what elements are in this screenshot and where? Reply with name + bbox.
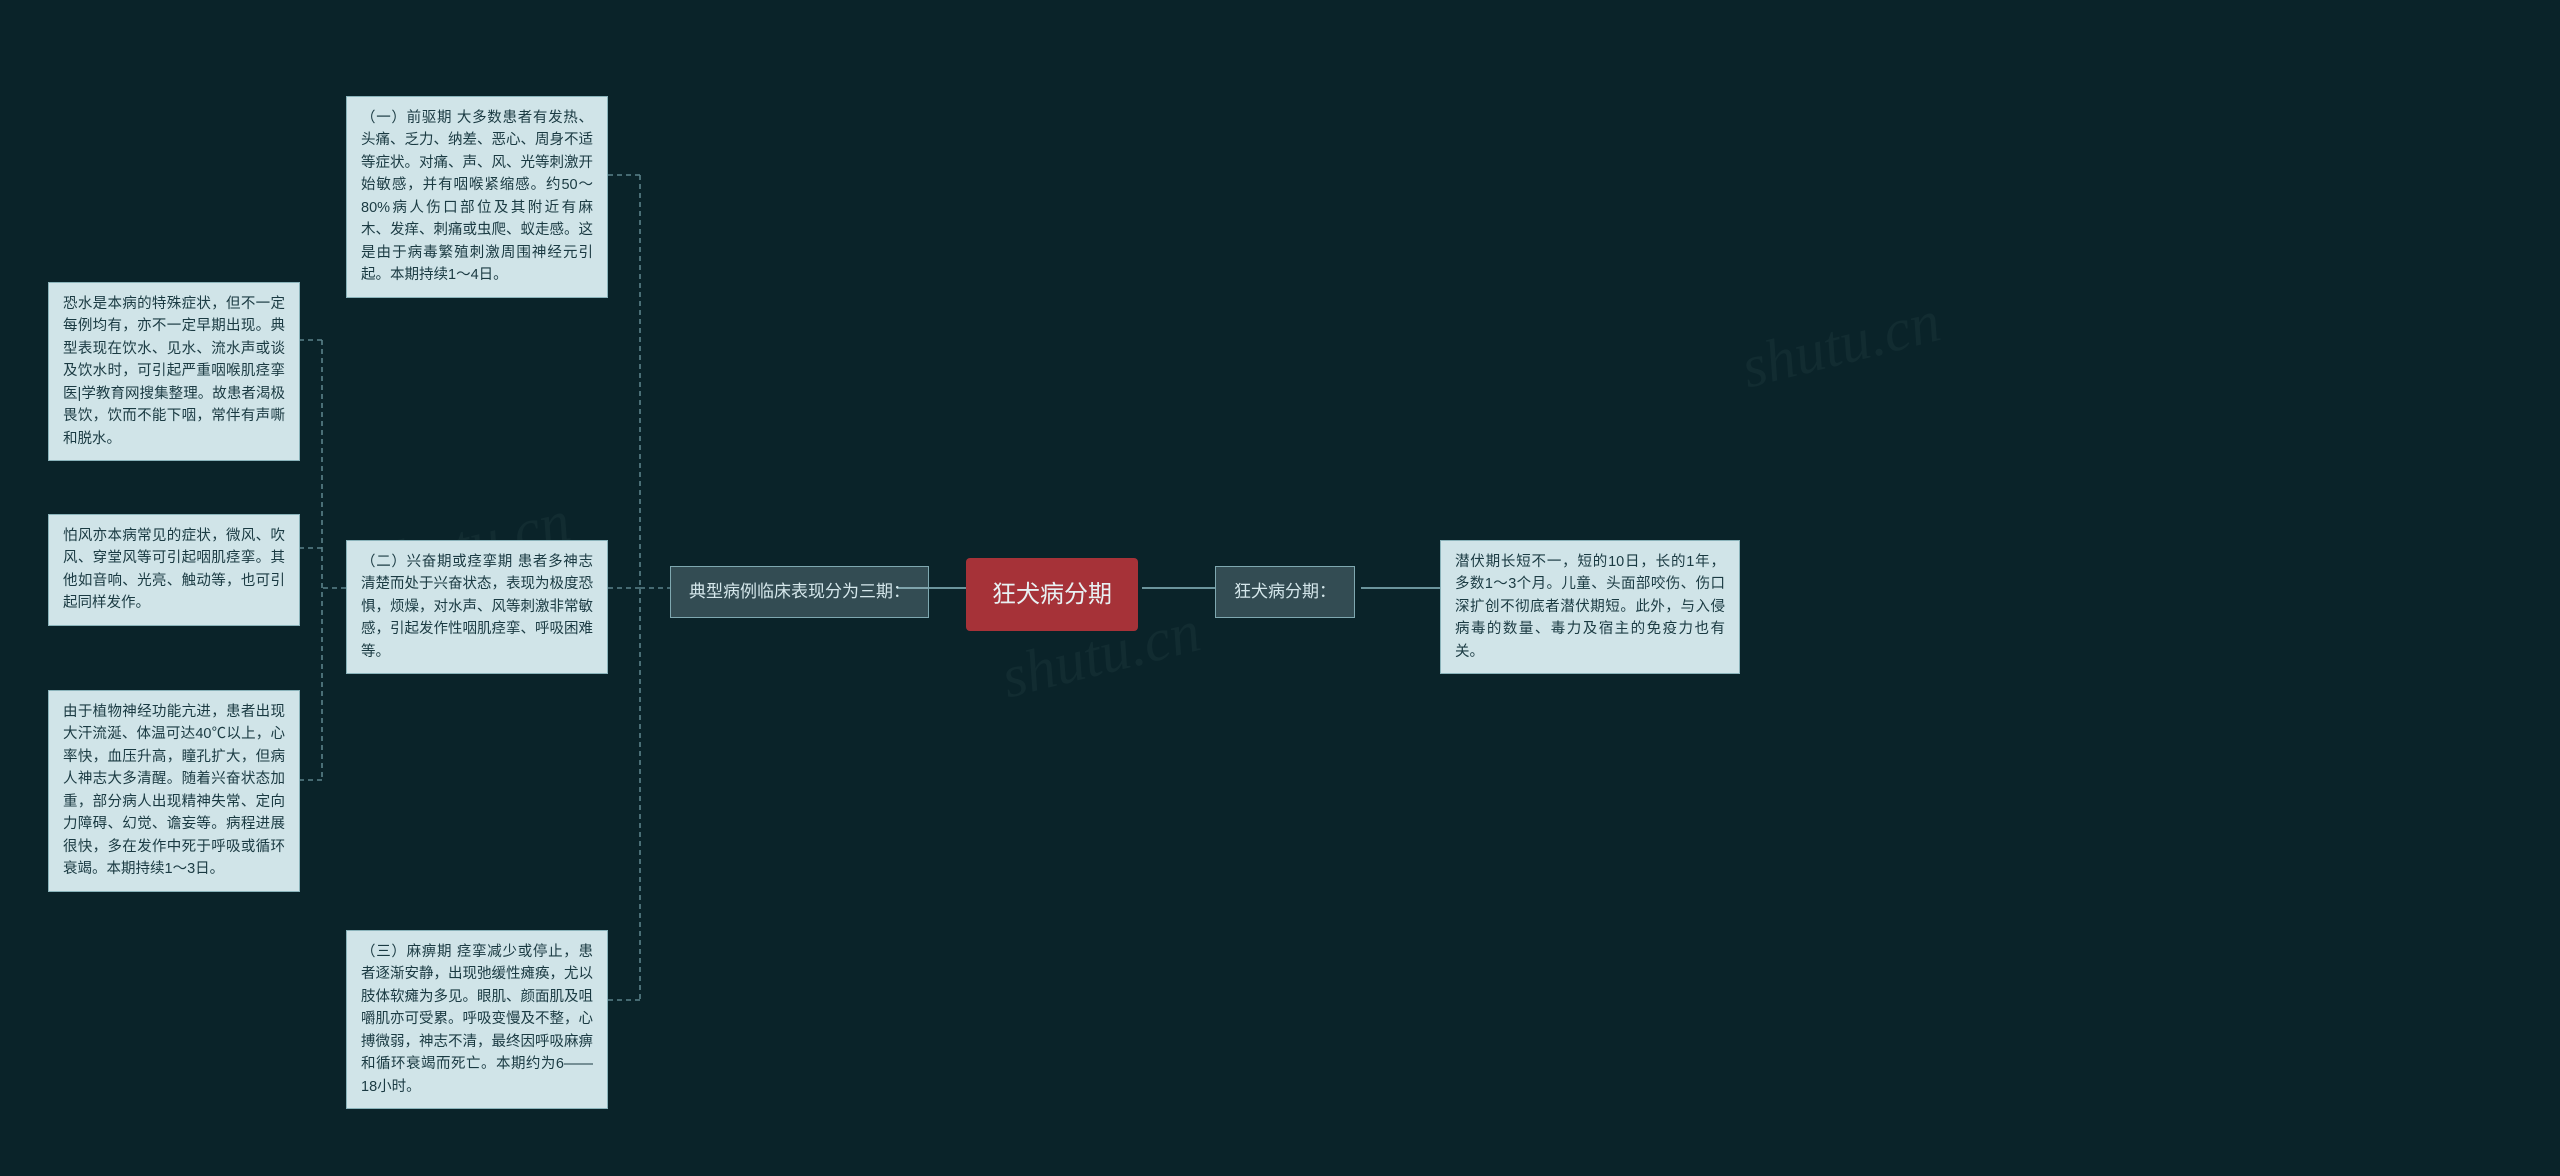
branch-right[interactable]: 狂犬病分期： (1215, 566, 1355, 618)
leaf-incubation[interactable]: 潜伏期长短不一，短的10日，长的1年，多数1～3个月。儿童、头面部咬伤、伤口深扩… (1440, 540, 1740, 674)
stage-3-text: （三）麻痹期 痉挛减少或停止，患者逐渐安静，出现弛缓性瘫痪，尤以肢体软瘫为多见。… (361, 944, 593, 1095)
root-node[interactable]: 狂犬病分期 (966, 558, 1138, 631)
branch-right-label: 狂犬病分期： (1234, 582, 1336, 601)
stage-3-paralytic[interactable]: （三）麻痹期 痉挛减少或停止，患者逐渐安静，出现弛缓性瘫痪，尤以肢体软瘫为多见。… (346, 930, 608, 1109)
stage-2-text: （二）兴奋期或痉挛期 患者多神志清楚而处于兴奋状态，表现为极度恐惧，烦燥，对水声… (361, 554, 593, 660)
watermark: shutu.cn (1735, 287, 1947, 403)
stage-2-child-hydrophobia[interactable]: 恐水是本病的特殊症状，但不一定每例均有，亦不一定早期出现。典型表现在饮水、见水、… (48, 282, 300, 461)
branch-left-label: 典型病例临床表现分为三期： (689, 582, 910, 601)
stage-2-child-aerophobia[interactable]: 怕风亦本病常见的症状，微风、吹风、穿堂风等可引起咽肌痉挛。其他如音响、光亮、触动… (48, 514, 300, 626)
root-label: 狂犬病分期 (992, 581, 1112, 608)
stage-2-excitation[interactable]: （二）兴奋期或痉挛期 患者多神志清楚而处于兴奋状态，表现为极度恐惧，烦燥，对水声… (346, 540, 608, 674)
stage-2-child-2-text: 怕风亦本病常见的症状，微风、吹风、穿堂风等可引起咽肌痉挛。其他如音响、光亮、触动… (63, 528, 285, 611)
stage-2-child-autonomic[interactable]: 由于植物神经功能亢进，患者出现大汗流涎、体温可达40℃以上，心率快，血压升高，瞳… (48, 690, 300, 892)
stage-2-child-3-text: 由于植物神经功能亢进，患者出现大汗流涎、体温可达40℃以上，心率快，血压升高，瞳… (63, 704, 285, 877)
stage-1-prodromal[interactable]: （一）前驱期 大多数患者有发热、头痛、乏力、纳差、恶心、周身不适等症状。对痛、声… (346, 96, 608, 298)
stage-2-child-1-text: 恐水是本病的特殊症状，但不一定每例均有，亦不一定早期出现。典型表现在饮水、见水、… (63, 296, 285, 447)
leaf-incubation-text: 潜伏期长短不一，短的10日，长的1年，多数1～3个月。儿童、头面部咬伤、伤口深扩… (1455, 554, 1725, 660)
branch-left[interactable]: 典型病例临床表现分为三期： (670, 566, 929, 618)
stage-1-text: （一）前驱期 大多数患者有发热、头痛、乏力、纳差、恶心、周身不适等症状。对痛、声… (361, 110, 593, 283)
